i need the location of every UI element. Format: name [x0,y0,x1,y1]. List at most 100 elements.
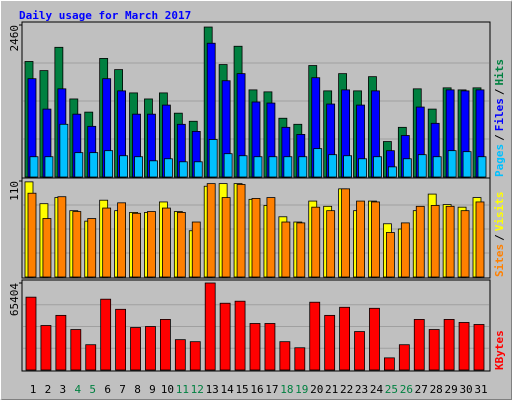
bar [477,156,487,178]
bar [163,158,173,178]
bar [29,156,39,178]
bar [443,319,455,371]
legend-entry: Pages [493,144,506,177]
bar [74,152,84,178]
bar [55,314,67,371]
x-tick-label: 1 [30,383,37,396]
x-tick-label: 11 [176,383,189,396]
bar [341,188,351,278]
x-tick-label: 13 [206,383,219,396]
bar [85,344,97,371]
legend-entry: Sites [493,244,506,277]
bar [475,201,485,278]
bar [328,154,338,178]
x-tick-label: 22 [340,383,353,396]
x-tick-label: 15 [235,383,248,396]
legend-entry: Hits [493,59,506,86]
x-tick-label: 30 [459,383,472,396]
y-tick-label: 2460 [8,25,21,52]
bar [432,156,442,178]
bar [149,160,158,178]
x-tick-label: 28 [430,383,443,396]
bar [268,156,278,178]
legend: Sites / Visits [493,192,506,278]
legend-separator: / [493,88,506,95]
bar [309,301,321,371]
bar [313,148,323,178]
bar [311,206,321,278]
bar [206,183,216,278]
x-tick-label: 21 [325,383,338,396]
x-tick-label: 3 [60,383,67,396]
bar [159,319,171,371]
x-tick-label: 9 [149,383,156,396]
x-tick-label: 12 [191,383,204,396]
bar [373,156,382,178]
bar [413,319,425,371]
bar [117,202,126,278]
bar [415,205,425,278]
bar [178,161,188,178]
legend-entry: KBytes [493,330,506,370]
bar [44,156,54,178]
bar [400,222,410,278]
legend-entry: Files [493,98,506,131]
bar [402,158,412,178]
bar [387,166,397,178]
bar [343,155,353,178]
bar [59,123,69,178]
bar [296,222,306,278]
bar [264,323,276,371]
bar [193,161,203,178]
x-tick-label: 27 [415,383,428,396]
bar [145,326,156,371]
bar [238,155,248,178]
x-tick-label: 17 [265,383,278,396]
bar [281,221,291,278]
x-tick-label: 4 [74,383,81,396]
bar [358,158,367,178]
x-tick-label: 10 [161,383,174,396]
bar [234,300,246,371]
bar [87,218,97,278]
x-tick-label: 14 [221,383,235,396]
bar [253,156,263,178]
bar [371,201,380,278]
x-tick-label: 26 [400,383,413,396]
bar [294,347,306,371]
x-tick-label: 5 [89,383,96,396]
bar [25,296,37,371]
bar [445,205,455,278]
bar [251,198,261,278]
x-tick-label: 7 [119,383,126,396]
bar [324,314,336,371]
bar [132,212,141,278]
x-tick-label: 31 [474,383,487,396]
bar [130,327,141,371]
bar [134,156,143,178]
x-tick-label: 2 [45,383,52,396]
bar [57,196,67,278]
bar [102,207,112,278]
x-tick-label: 6 [104,383,111,396]
bar [221,197,231,278]
bar [385,232,395,278]
bar [283,156,293,178]
bar [147,211,156,278]
bar [417,154,427,178]
bar [176,212,186,278]
bar [104,150,114,178]
bar [447,150,457,178]
x-tick-label: 8 [134,383,141,396]
bar [40,325,52,371]
bar [189,341,201,371]
legend: Pages / Files / Hits [493,59,506,177]
bar [430,205,440,278]
bar [279,341,291,371]
bar [266,197,276,278]
legend-entry: Visits [493,192,506,232]
bar [70,329,82,371]
bar [339,306,351,371]
